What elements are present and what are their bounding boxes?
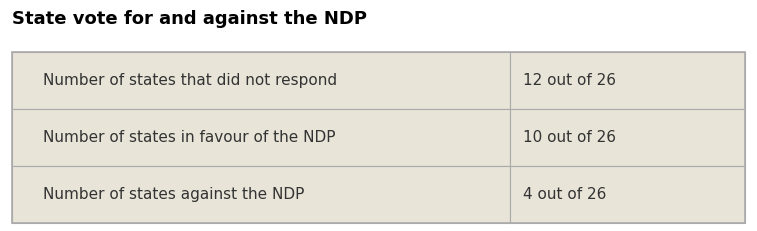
Text: 12 out of 26: 12 out of 26 (523, 73, 615, 88)
Bar (12, 166, 510, 223)
Text: State vote for and against the NDP: State vote for and against the NDP (12, 10, 367, 28)
Bar (12, 52, 510, 109)
Text: Number of states that did not respond: Number of states that did not respond (43, 73, 338, 88)
Text: 10 out of 26: 10 out of 26 (523, 130, 615, 145)
Bar (510, 109, 745, 166)
Bar (510, 166, 745, 223)
Text: 4 out of 26: 4 out of 26 (523, 187, 606, 202)
Bar (12, 109, 510, 166)
Text: Number of states against the NDP: Number of states against the NDP (43, 187, 305, 202)
Bar (12, 52, 745, 223)
Bar (510, 52, 745, 109)
Text: Number of states in favour of the NDP: Number of states in favour of the NDP (43, 130, 336, 145)
